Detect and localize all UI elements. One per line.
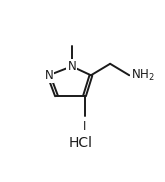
Text: N: N [44,69,53,82]
Text: NH$_2$: NH$_2$ [131,68,154,83]
Text: I: I [83,120,86,133]
Text: N: N [67,60,76,73]
Text: HCl: HCl [69,136,93,150]
